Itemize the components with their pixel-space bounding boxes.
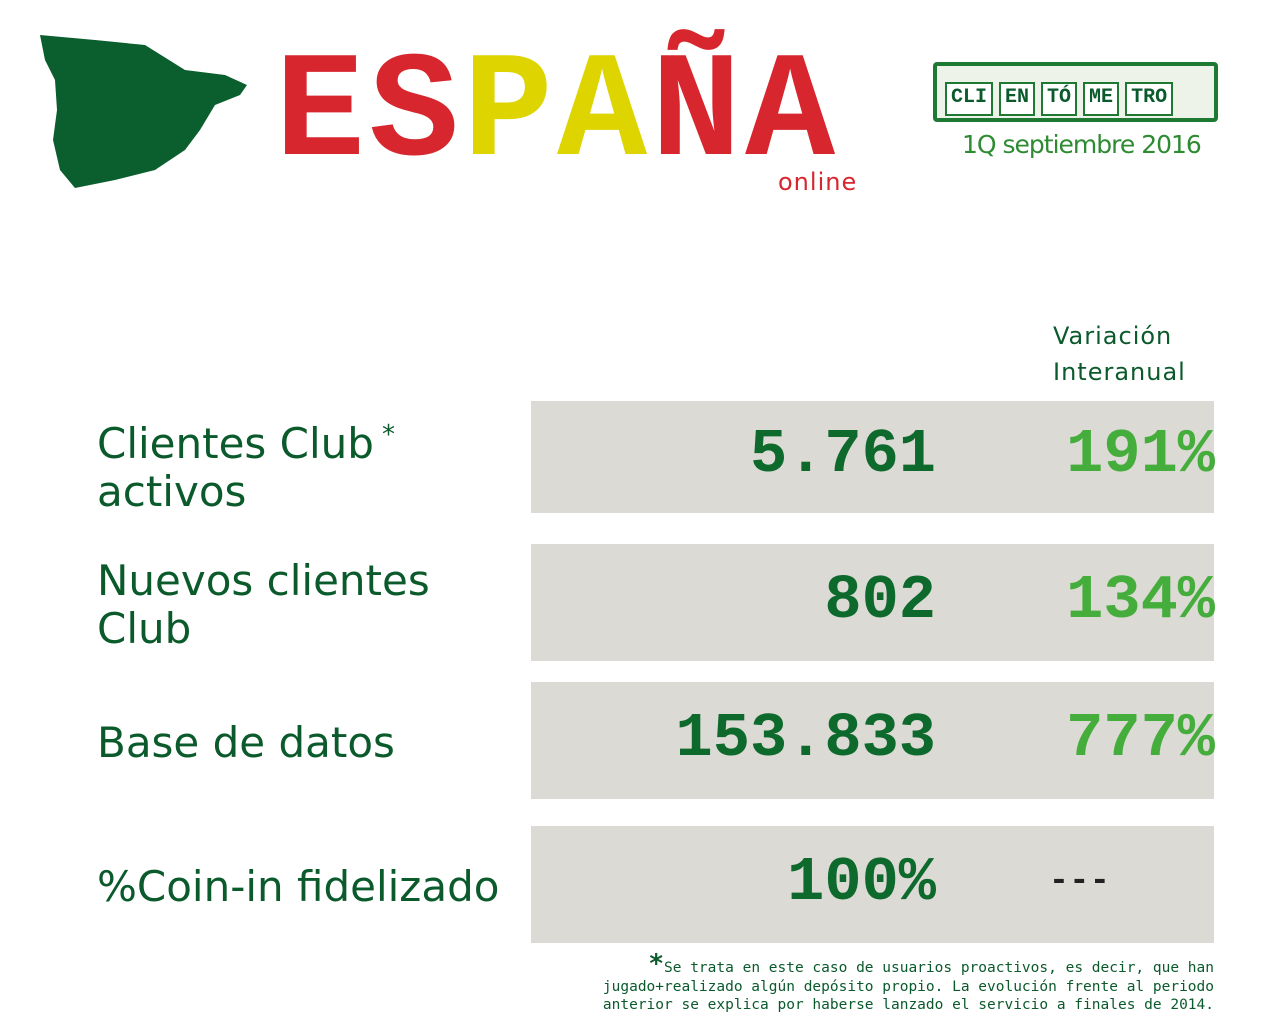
footnote-line: Se trata en este caso de usuarios proact… — [664, 960, 1214, 976]
footnote-line: jugado+realizado algún depósito propio. … — [602, 978, 1214, 995]
title-part: ÑA — [651, 30, 840, 200]
row-box — [531, 544, 1214, 661]
badge-word: ME — [1083, 82, 1120, 116]
footnote-line: anterior se explica por haberse lanzado … — [602, 997, 1214, 1013]
row-label-line: Club — [97, 603, 192, 653]
row-value: 802 — [824, 564, 936, 636]
badge: CLI EN TÓ ME TRO — [933, 62, 1218, 122]
title: ESPAÑA — [275, 40, 839, 190]
row-mark: * — [381, 420, 395, 450]
row-label-line: activos — [97, 467, 247, 516]
row-box — [531, 826, 1214, 943]
footnote-mark: * — [648, 949, 665, 979]
column-header: Variación Interanual — [1053, 318, 1186, 390]
title-part: PA — [463, 30, 652, 200]
row-value: 5.761 — [749, 419, 936, 490]
row-label: Nuevos clientes Club — [97, 555, 430, 653]
row-label: Clientes Club * activos — [97, 411, 395, 516]
column-header-line: Interanual — [1053, 358, 1186, 386]
row-box — [531, 682, 1214, 799]
row-label: %Coin-in fidelizado — [97, 861, 500, 911]
column-header-line: Variación — [1053, 322, 1173, 350]
row-label-line: Nuevos clientes — [97, 555, 430, 605]
row-label-line: Clientes Club * — [97, 419, 395, 468]
row-value: 100% — [787, 846, 936, 918]
badge-word: TÓ — [1041, 82, 1078, 116]
row-variation: 191% — [1066, 419, 1215, 490]
row-box — [531, 401, 1214, 513]
spain-map — [40, 35, 247, 188]
row-value: 153.833 — [675, 702, 936, 774]
row-variation: --- — [1048, 862, 1110, 901]
row-label-line: %Coin-in fidelizado — [97, 861, 500, 911]
badge-date: 1Q septiembre 2016 — [962, 130, 1202, 159]
row-variation: 134% — [1066, 564, 1215, 636]
title-part: ES — [275, 30, 464, 200]
row-label: Base de datos — [97, 717, 395, 767]
row-variation: 777% — [1066, 702, 1215, 774]
subtitle: online — [778, 168, 858, 196]
badge-word: CLI — [945, 82, 994, 116]
badge-word: EN — [999, 82, 1036, 116]
badge-word: TRO — [1125, 82, 1174, 116]
footnote: *Se trata en este caso de usuarios proac… — [602, 951, 1214, 1015]
row-label-line: Base de datos — [97, 717, 395, 767]
